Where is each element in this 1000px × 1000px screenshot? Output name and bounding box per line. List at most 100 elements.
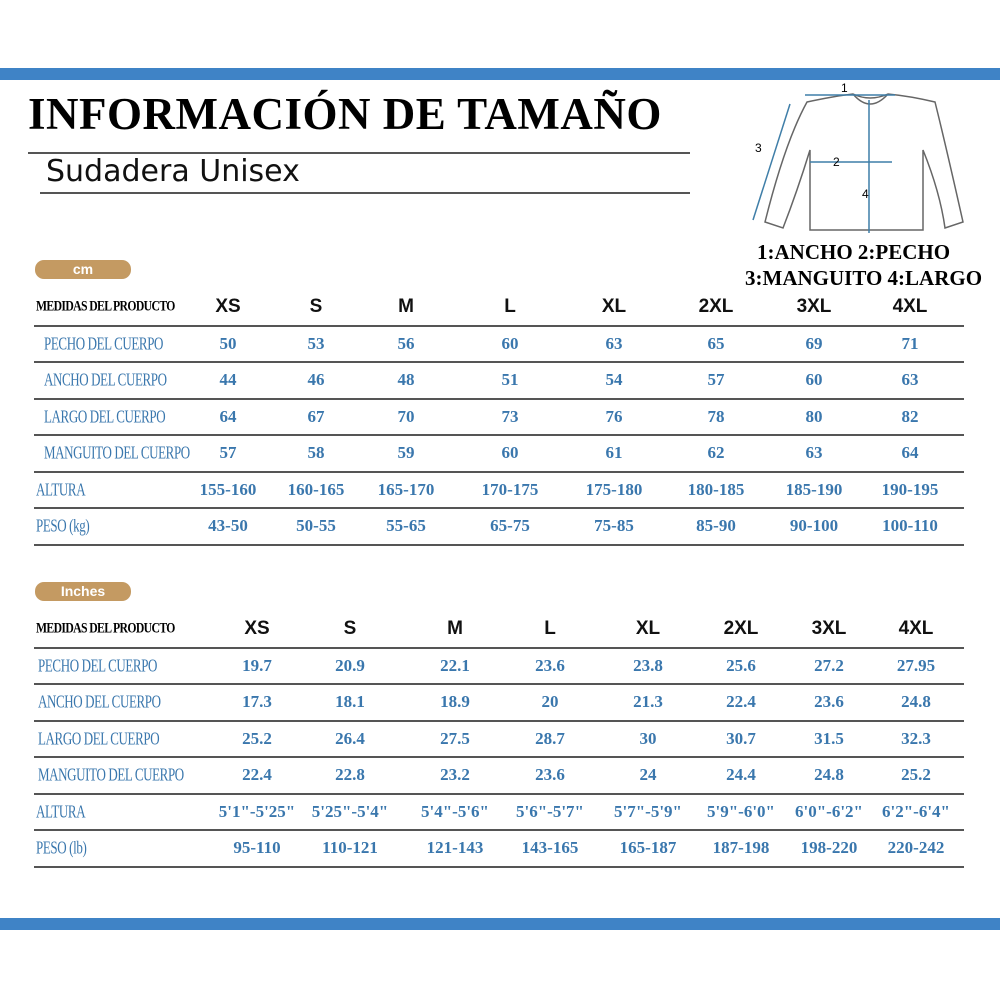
- table-cell: 22.1: [440, 655, 470, 675]
- row-label: ALTURA: [36, 801, 86, 822]
- divider: [40, 192, 690, 194]
- table-cell: 5'7"-5'9": [614, 801, 682, 821]
- table-cell: 28.7: [535, 728, 565, 748]
- table-cell: 30: [639, 728, 657, 748]
- size-header: S: [343, 618, 357, 640]
- table-cell: 25.2: [901, 765, 931, 785]
- size-header: S: [309, 296, 323, 318]
- row-label: PESO (kg): [36, 515, 90, 536]
- diagram-label-2: 2: [833, 155, 840, 169]
- table-cell: 155-160: [199, 479, 257, 499]
- table-cell: 19.7: [242, 655, 272, 675]
- table-cell: 18.1: [335, 692, 365, 712]
- row-label: LARGO DEL CUERPO: [38, 728, 160, 749]
- table-cell: 80: [805, 406, 823, 426]
- table-cell: 67: [307, 406, 325, 426]
- table-cell: 57: [219, 443, 237, 463]
- table-cell: 53: [307, 333, 325, 353]
- table-row: ANCHO DEL CUERPO 44 46 48 51 54 57 60 63: [34, 363, 964, 400]
- table-cell: 23.6: [535, 765, 565, 785]
- table-cell: 63: [901, 370, 919, 390]
- table-cell: 73: [501, 406, 519, 426]
- table-cell: 24.4: [726, 765, 756, 785]
- table-cell: 5'9"-6'0": [707, 801, 775, 821]
- table-cell: 198-220: [800, 838, 858, 858]
- page-title: INFORMACIÓN DE TAMAÑO: [28, 89, 662, 139]
- header-label: MEDIDAS DEL PRODUCTO: [36, 620, 175, 637]
- table-cell: 76: [605, 406, 623, 426]
- table-cell: 110-121: [322, 838, 378, 858]
- table-cell: 65-75: [490, 516, 530, 536]
- table-cell: 170-175: [481, 479, 539, 499]
- size-header: 2XL: [723, 618, 759, 640]
- size-header: 3XL: [796, 296, 832, 318]
- table-row: LARGO DEL CUERPO 64 67 70 73 76 78 80 82: [34, 400, 964, 436]
- table-cell: 5'6"-5'7": [516, 801, 584, 821]
- table-cell: 165-170: [377, 479, 435, 499]
- table-cell: 71: [901, 333, 919, 353]
- size-header: L: [504, 296, 516, 318]
- table-cell: 56: [397, 333, 415, 353]
- row-label: PECHO DEL CUERPO: [38, 655, 158, 676]
- table-cell: 190-195: [881, 479, 939, 499]
- table-cell: 18.9: [440, 692, 470, 712]
- table-cell: 24.8: [814, 765, 844, 785]
- table-cell: 5'25"-5'4": [311, 801, 389, 821]
- table-cell: 55-65: [386, 516, 426, 536]
- table-row: ALTURA 155-160 160-165 165-170 170-175 175-18…: [34, 473, 964, 509]
- table-cell: 143-165: [521, 838, 579, 858]
- table-cell: 5'1"-5'25": [218, 801, 296, 821]
- table-cell: 61: [605, 443, 623, 463]
- size-header: XS: [215, 296, 241, 318]
- size-header: M: [398, 296, 414, 318]
- table-cell: 20.9: [335, 655, 365, 675]
- table-cell: 6'0"-6'2": [795, 801, 863, 821]
- table-cell: 185-190: [785, 479, 843, 499]
- table-row: MANGUITO DEL CUERPO 22.4 22.8 23.2 23.6 24 24.…: [34, 758, 964, 795]
- cm-badge: cm: [35, 260, 131, 279]
- table-cell: 64: [901, 443, 919, 463]
- table-cell: 31.5: [814, 728, 844, 748]
- table-cell: 60: [501, 333, 519, 353]
- row-label: ALTURA: [36, 479, 86, 500]
- table-cell: 82: [901, 406, 919, 426]
- size-header: XS: [244, 618, 270, 640]
- table-cell: 57: [707, 370, 725, 390]
- table-cell: 51: [501, 370, 519, 390]
- table-cell: 50-55: [296, 516, 336, 536]
- table-row: PECHO DEL CUERPO 50 53 56 60 63 65 69 71: [34, 327, 964, 363]
- table-cell: 17.3: [242, 692, 272, 712]
- table-row: PECHO DEL CUERPO 19.7 20.9 22.1 23.6 23.8 25.6…: [34, 649, 964, 685]
- top-accent-bar: [0, 68, 1000, 80]
- table-cell: 121-143: [426, 838, 484, 858]
- table-cell: 30.7: [726, 728, 756, 748]
- table-cell: 23.6: [535, 655, 565, 675]
- table-header-row: MEDIDAS DEL PRODUCTO XS S M L XL 2XL 3XL 4XL: [34, 612, 964, 649]
- table-cell: 25.2: [242, 728, 272, 748]
- row-label: LARGO DEL CUERPO: [44, 406, 166, 427]
- table-cell: 95-110: [233, 838, 281, 858]
- table-cell: 23.2: [440, 765, 470, 785]
- table-cell: 60: [501, 443, 519, 463]
- table-cell: 60: [805, 370, 823, 390]
- table-cell: 27.95: [896, 655, 936, 675]
- table-cell: 46: [307, 370, 325, 390]
- size-header: 2XL: [698, 296, 734, 318]
- table-cell: 78: [707, 406, 725, 426]
- divider: [28, 152, 690, 154]
- diagram-legend-line-1: 1:ANCHO 2:PECHO: [757, 240, 951, 264]
- table-cell: 58: [307, 443, 325, 463]
- table-cell: 23.6: [814, 692, 844, 712]
- table-cell: 90-100: [789, 516, 839, 536]
- header-label: MEDIDAS DEL PRODUCTO: [36, 298, 175, 315]
- table-cell: 75-85: [594, 516, 634, 536]
- table-cell: 50: [219, 333, 237, 353]
- table-row: LARGO DEL CUERPO 25.2 26.4 27.5 28.7 30 30.7 31…: [34, 722, 964, 758]
- table-cell: 43-50: [208, 516, 248, 536]
- table-header-row: MEDIDAS DEL PRODUCTO XS S M L XL 2XL 3XL 4XL: [34, 290, 964, 327]
- table-cell: 27.5: [440, 728, 470, 748]
- table-cell: 26.4: [335, 728, 365, 748]
- table-row: MANGUITO DEL CUERPO 57 58 59 60 61 62 63 64: [34, 436, 964, 473]
- row-label: PECHO DEL CUERPO: [44, 333, 164, 354]
- inches-size-table: MEDIDAS DEL PRODUCTO XS S M L XL 2XL 3XL 4XL PECH…: [34, 612, 964, 868]
